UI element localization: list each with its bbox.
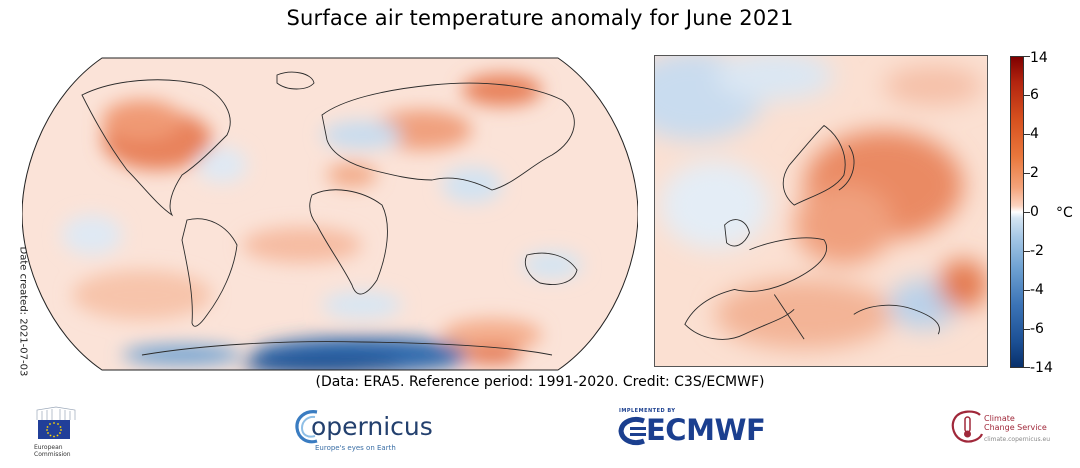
colorbar-tick <box>1024 173 1030 174</box>
colorbar-tick <box>1024 56 1030 57</box>
copernicus-swirl-icon <box>295 410 318 444</box>
colorbar-tick-label: 6 <box>1030 87 1039 103</box>
colorbar-tick <box>1024 329 1030 330</box>
c3s-label-line2: Change Service <box>984 423 1047 432</box>
european-commission-logo: European Commission <box>34 406 78 458</box>
colorbar-tick <box>1024 290 1030 291</box>
logo-bar: European Commission opernicus Europe's e… <box>0 398 1080 468</box>
colorbar-unit: °C <box>1056 205 1073 221</box>
chart-title: Surface air temperature anomaly for June… <box>286 6 794 30</box>
colorbar-tick <box>1024 367 1030 368</box>
europe-anomaly-map <box>654 55 988 367</box>
colorbar-tick-label: -6 <box>1030 321 1044 337</box>
thermometer-icon <box>951 410 984 443</box>
colorbar-tick <box>1024 95 1030 96</box>
temperature-colorbar <box>1010 56 1024 368</box>
colorbar-tick-label: 0 <box>1030 204 1039 220</box>
colorbar-tick-label: -4 <box>1030 282 1044 298</box>
colorbar-tick-label: -14 <box>1030 360 1053 376</box>
colorbar-tick <box>1024 134 1030 135</box>
ecmwf-implemented-by: IMPLEMENTED BY <box>619 408 676 414</box>
eu-label-line2: Commission <box>34 451 71 458</box>
colorbar-tick-label: 2 <box>1030 165 1039 181</box>
ecmwf-wordmark: ECMWF <box>646 413 766 447</box>
world-anomaly-map <box>22 57 638 371</box>
colorbar-tick <box>1024 212 1030 213</box>
colorbar-tick <box>1024 251 1030 252</box>
eu-emblem-icon <box>36 406 76 439</box>
ecmwf-symbol-icon <box>618 416 646 446</box>
colorbar-tick-label: 4 <box>1030 126 1039 142</box>
c3s-label-line1: Climate <box>984 414 1015 423</box>
eu-label-line1: European <box>34 444 63 451</box>
c3s-url: climate.copernicus.eu <box>984 436 1051 443</box>
colorbar-tick-label: -2 <box>1030 243 1044 259</box>
colorbar-tick-label: 14 <box>1030 50 1048 66</box>
copernicus-tagline: Europe's eyes on Earth <box>315 444 396 452</box>
data-credit: (Data: ERA5. Reference period: 1991-2020… <box>315 374 765 390</box>
copernicus-wordmark: opernicus <box>311 412 433 441</box>
